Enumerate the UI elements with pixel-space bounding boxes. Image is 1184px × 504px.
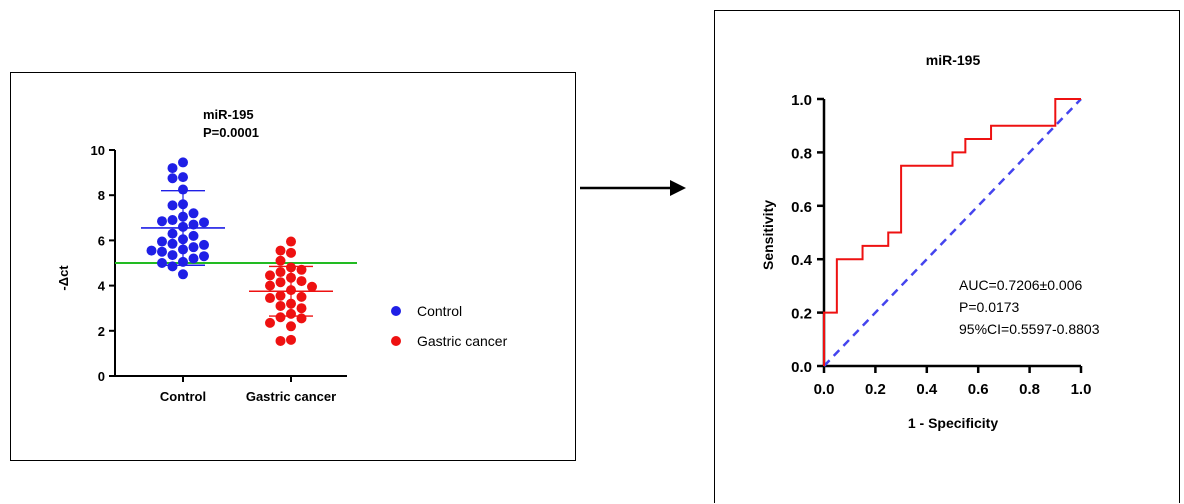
- roc-y-tick-label: 0.4: [791, 252, 813, 269]
- data-point-control: [146, 245, 157, 256]
- data-point-cancer: [275, 312, 286, 323]
- data-point-control: [167, 228, 178, 239]
- roc-y-tick-label: 0.6: [791, 199, 812, 216]
- data-point-control: [188, 242, 199, 253]
- data-point-cancer: [296, 291, 307, 302]
- data-point-control: [157, 236, 167, 247]
- dot-plot-legend: Control Gastric cancer: [391, 303, 508, 349]
- data-point-control: [188, 230, 199, 241]
- dot-plot-marks: [115, 157, 357, 346]
- legend-cancer-marker: [391, 336, 401, 346]
- data-point-control: [178, 184, 188, 195]
- data-point-cancer: [296, 264, 307, 275]
- data-point-control: [188, 219, 199, 230]
- roc-curve-line: [823, 98, 1081, 366]
- data-point-cancer: [275, 300, 286, 311]
- dot-plot-y-tick-label: 0: [98, 369, 105, 384]
- roc-y-tick-label: 0.0: [791, 359, 812, 376]
- legend-cancer-label: Gastric cancer: [417, 333, 508, 349]
- data-point-control: [167, 215, 178, 226]
- roc-title: miR-195: [926, 52, 981, 68]
- data-point-control: [167, 238, 178, 249]
- dot-plot-y-label: -Δct: [56, 265, 71, 291]
- data-point-cancer: [275, 255, 286, 266]
- data-point-control: [178, 172, 188, 183]
- dot-plot-y-tick-label: 10: [91, 143, 105, 158]
- data-point-control: [199, 239, 209, 250]
- roc-x-label: 1 - Specificity: [908, 415, 998, 431]
- data-point-cancer: [275, 335, 286, 346]
- data-point-cancer: [286, 321, 296, 332]
- data-point-control: [167, 163, 178, 174]
- roc-axes: 0.0 0.2 0.4 0.6 0.8 1.0 0.0 0.2 0.4 0.6 0.8 1.0: [791, 92, 1091, 398]
- roc-p-annotation: P=0.0173: [959, 299, 1020, 315]
- roc-auc-annotation: AUC=0.7206±0.006: [959, 277, 1082, 293]
- reference-diagonal-line: [823, 98, 1082, 367]
- dot-plot-title: miR-195: [203, 107, 254, 122]
- dot-plot-y-tick-label: 6: [98, 233, 105, 248]
- legend-control-marker: [391, 306, 401, 316]
- roc-x-tick-label: 0.0: [814, 381, 835, 398]
- data-point-cancer: [286, 236, 296, 247]
- data-point-cancer: [265, 270, 275, 281]
- data-point-cancer: [265, 280, 275, 291]
- data-point-control: [157, 216, 167, 227]
- roc-x-tick-label: 0.8: [1019, 381, 1040, 398]
- arrow-icon: [580, 180, 686, 196]
- data-point-cancer: [286, 247, 296, 258]
- data-point-cancer: [275, 267, 286, 278]
- data-point-cancer: [275, 245, 286, 256]
- data-point-control: [199, 217, 209, 228]
- roc-y-tick-label: 0.8: [791, 145, 812, 162]
- roc-ci-annotation: 95%CI=0.5597-0.8803: [959, 321, 1100, 337]
- dot-plot-svg: 0 2 4 6 8 10 Control Gastric cancer miR-195 P=0…: [56, 107, 508, 404]
- data-point-cancer: [286, 334, 296, 345]
- data-point-control: [167, 200, 178, 211]
- data-point-control: [188, 253, 199, 264]
- dot-plot-y-tick-label: 2: [98, 324, 105, 339]
- data-point-control: [157, 258, 167, 268]
- data-point-control: [188, 208, 199, 219]
- data-point-cancer: [296, 313, 307, 324]
- roc-y-tick-label: 1.0: [791, 92, 812, 109]
- dot-plot-panel: 0 2 4 6 8 10 Control Gastric cancer miR-195 P=0…: [10, 72, 576, 461]
- roc-x-tick-label: 0.6: [968, 381, 989, 398]
- roc-y-label: Sensitivity: [760, 200, 776, 270]
- data-point-cancer: [265, 293, 275, 304]
- data-point-cancer: [275, 277, 286, 288]
- dot-plot-y-tick-label: 4: [98, 279, 106, 294]
- roc-curve-svg: 0.0 0.2 0.4 0.6 0.8 1.0 0.0 0.2 0.4 0.6 0.8 1.0 miR…: [760, 52, 1100, 431]
- data-point-cancer: [275, 290, 286, 301]
- roc-x-tick-label: 0.2: [865, 381, 886, 398]
- data-point-control: [167, 261, 178, 272]
- roc-x-tick-label: 1.0: [1071, 381, 1092, 398]
- roc-marks: [823, 98, 1082, 367]
- roc-y-tick-label: 0.2: [791, 306, 812, 323]
- data-point-control: [167, 173, 178, 184]
- legend-control-label: Control: [417, 303, 462, 319]
- data-point-control: [178, 157, 188, 168]
- roc-x-tick-label: 0.4: [916, 381, 938, 398]
- data-point-cancer: [296, 276, 307, 287]
- data-point-control: [157, 246, 167, 257]
- data-point-cancer: [307, 281, 317, 292]
- data-point-control: [199, 251, 209, 262]
- data-point-cancer: [296, 303, 307, 314]
- roc-curve-panel: 0.0 0.2 0.4 0.6 0.8 1.0 0.0 0.2 0.4 0.6 0.8 1.0 miR…: [714, 10, 1180, 503]
- dot-plot-x-tick-label: Control: [160, 389, 206, 404]
- dot-plot-y-tick-label: 8: [98, 188, 105, 203]
- data-point-cancer: [265, 317, 275, 328]
- dot-plot-p-value: P=0.0001: [203, 125, 259, 140]
- dot-plot-x-tick-label: Gastric cancer: [246, 389, 336, 404]
- data-point-control: [178, 269, 188, 280]
- data-point-control: [167, 250, 178, 261]
- dot-plot-axes: 0 2 4 6 8 10 Control Gastric cancer: [91, 143, 347, 404]
